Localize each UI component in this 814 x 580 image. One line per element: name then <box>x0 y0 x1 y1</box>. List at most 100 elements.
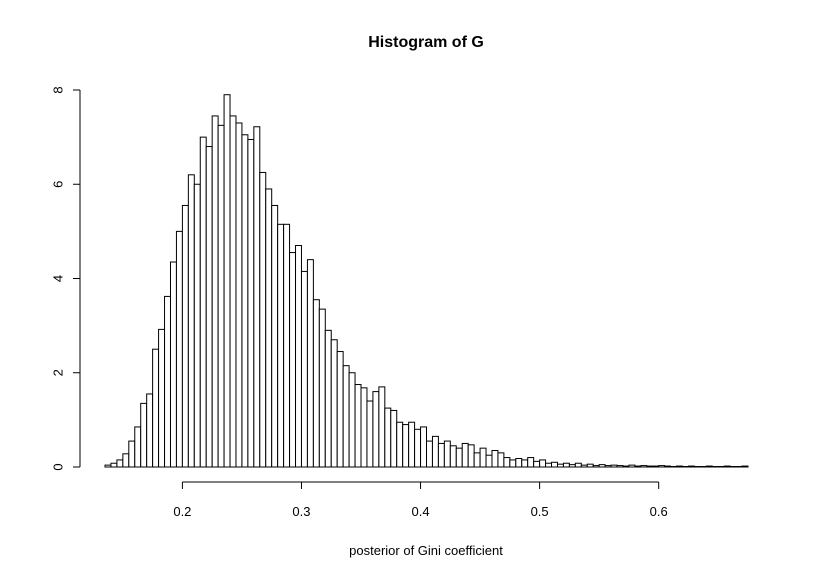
histogram-bar <box>348 372 356 468</box>
histogram-bar <box>473 452 481 468</box>
histogram-bar <box>241 134 249 468</box>
histogram-bar <box>211 115 219 468</box>
histogram-bar <box>676 465 684 468</box>
histogram-bar <box>354 384 362 468</box>
histogram-bar <box>193 183 201 468</box>
x-tick-label: 0.5 <box>531 504 549 519</box>
histogram-bar <box>664 465 672 468</box>
histogram-bar <box>497 452 505 468</box>
y-tick-label: 0 <box>51 463 66 470</box>
y-tick-label: 2 <box>51 369 66 376</box>
histogram-bar <box>586 463 594 468</box>
histogram-bar <box>616 465 624 468</box>
histogram-bar <box>551 461 558 468</box>
histogram-bar <box>265 188 273 468</box>
histogram-bar <box>205 146 213 468</box>
histogram-bar <box>527 457 535 468</box>
histogram-bar <box>687 465 695 468</box>
histogram-bar <box>533 460 541 468</box>
histogram-bar <box>140 402 148 468</box>
histogram-bar <box>562 462 570 468</box>
histogram-bar <box>408 421 416 468</box>
histogram-bar <box>229 115 237 468</box>
histogram-bar <box>312 299 320 468</box>
histogram-bar <box>509 459 517 468</box>
histogram-bar <box>568 464 576 468</box>
histogram-bar <box>175 230 183 468</box>
histogram-bar <box>515 458 523 468</box>
histogram-bar <box>152 348 160 468</box>
histogram-bar <box>134 426 142 468</box>
chart-title: Histogram of G <box>368 34 484 51</box>
histogram-bar <box>324 329 332 468</box>
histogram-bar <box>705 465 713 468</box>
histogram-bar <box>604 465 612 468</box>
histogram-bar <box>336 351 344 468</box>
histogram-bar <box>217 124 225 468</box>
histogram-bar <box>634 465 642 468</box>
histogram-bar <box>431 435 439 468</box>
histogram-bar <box>598 464 606 468</box>
histogram-bar <box>414 428 422 468</box>
histogram-bar <box>574 462 582 468</box>
y-tick-label: 8 <box>51 86 66 93</box>
histogram-bar <box>360 387 368 468</box>
histogram-bar <box>658 465 666 468</box>
histogram-bar <box>485 454 493 468</box>
histogram-bar <box>467 444 475 468</box>
y-tick-label: 4 <box>51 275 66 282</box>
y-tick-label: 6 <box>51 181 66 188</box>
histogram-bar <box>289 252 297 468</box>
histogram-bar <box>384 407 392 468</box>
histogram-bar <box>271 204 279 468</box>
histogram-bar <box>449 445 457 468</box>
histogram-bar <box>259 171 267 468</box>
x-tick-label: 0.6 <box>650 504 668 519</box>
x-axis-label: posterior of Gini coefficient <box>349 543 503 558</box>
histogram-bar <box>652 465 660 468</box>
histogram-bar <box>580 464 588 468</box>
histogram-bar <box>402 424 410 468</box>
histogram-bar <box>253 126 261 468</box>
histogram-bar <box>199 136 207 468</box>
histogram-bar <box>592 465 600 468</box>
histogram-bar <box>110 462 118 468</box>
histogram-bar <box>437 442 445 468</box>
histogram-bar <box>104 464 112 468</box>
histogram-bar <box>622 465 630 468</box>
histogram-bar <box>318 308 326 468</box>
histogram-bar <box>164 295 171 468</box>
histogram-bar <box>640 465 648 468</box>
histogram-bar <box>283 223 291 468</box>
histogram-bar <box>295 245 302 468</box>
histogram-bars <box>104 94 749 468</box>
histogram-bar <box>169 261 177 468</box>
histogram-bar <box>455 447 463 468</box>
histogram-bar <box>223 94 231 468</box>
histogram-bar <box>372 391 380 468</box>
histogram-bar <box>247 138 255 468</box>
histogram-bar <box>479 447 487 468</box>
histogram-bar <box>378 386 386 468</box>
histogram-bar <box>128 440 136 468</box>
histogram-bar <box>390 409 398 468</box>
histogram-bar <box>420 426 427 468</box>
histogram-bar <box>330 339 338 468</box>
histogram-bar <box>610 464 618 468</box>
x-tick-label: 0.2 <box>173 504 191 519</box>
histogram-bar <box>235 122 243 468</box>
histogram-bar <box>426 440 433 468</box>
histogram-bar <box>646 465 654 468</box>
histogram-bar <box>396 421 404 468</box>
histogram-bar <box>503 457 511 468</box>
histogram-bar <box>443 440 451 468</box>
histogram-bar <box>187 174 195 468</box>
x-tick-label: 0.3 <box>292 504 310 519</box>
x-axis: 0.2 0.3 0.4 0.5 0.6 <box>173 481 668 519</box>
histogram-bar <box>146 393 154 468</box>
histogram-bar <box>306 259 314 468</box>
histogram-bar <box>116 459 124 468</box>
histogram-bar <box>366 400 374 468</box>
histogram-bar <box>741 465 749 468</box>
